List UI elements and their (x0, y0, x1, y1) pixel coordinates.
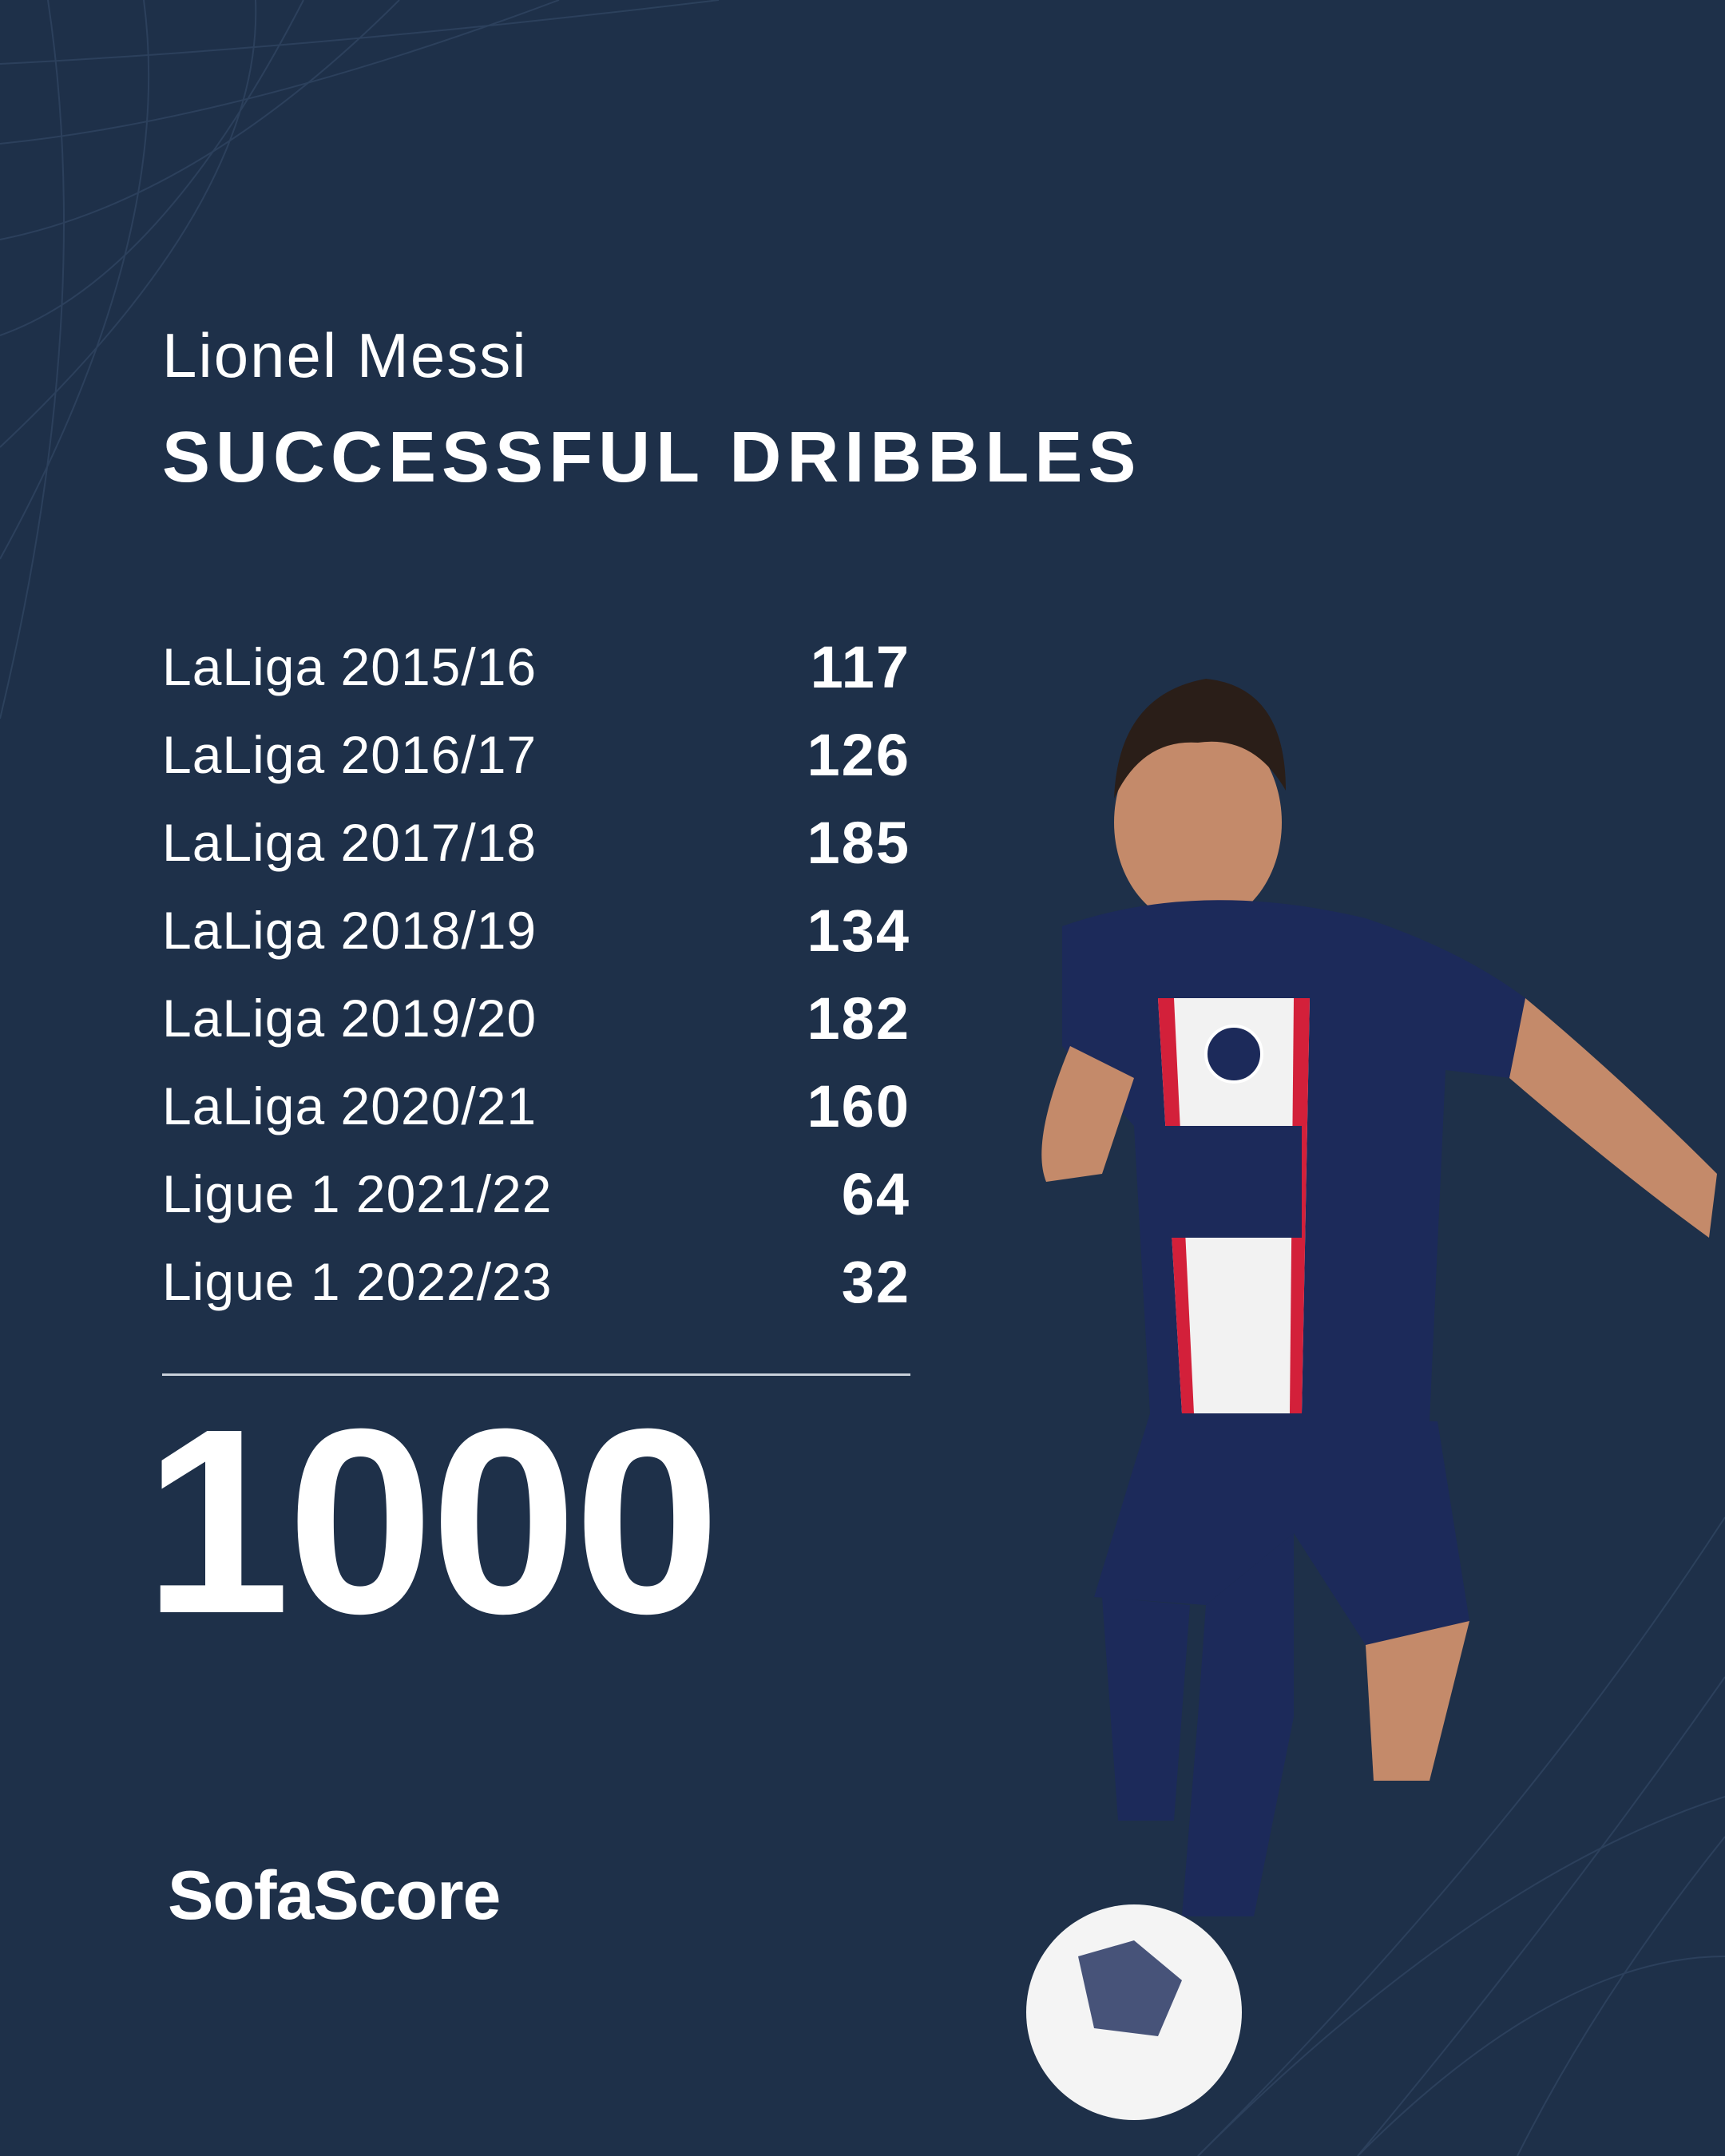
player-name: Lionel Messi (162, 320, 528, 390)
season-row: Ligue 1 2022/23 32 (162, 1238, 910, 1326)
season-row: LaLiga 2018/19 134 (162, 886, 910, 974)
season-value: 182 (807, 985, 910, 1052)
season-row: LaLiga 2020/21 160 (162, 1062, 910, 1150)
season-value: 32 (841, 1248, 910, 1315)
season-label: LaLiga 2017/18 (162, 813, 537, 872)
season-value: 134 (807, 897, 910, 964)
divider (162, 1373, 910, 1376)
season-value: 126 (807, 721, 910, 788)
season-label: Ligue 1 2021/22 (162, 1164, 553, 1223)
season-label: LaLiga 2020/21 (162, 1076, 537, 1135)
season-value: 185 (807, 809, 910, 876)
stat-title: SUCCESSFUL DRIBBLES (162, 418, 1142, 497)
season-row: LaLiga 2017/18 185 (162, 799, 910, 886)
sofascore-logo: SofaScore (168, 1857, 501, 1934)
season-label: Ligue 1 2022/23 (162, 1252, 553, 1311)
season-list: LaLiga 2015/16 117 LaLiga 2016/17 126 LaLi… (162, 623, 910, 1326)
season-label: LaLiga 2016/17 (162, 725, 537, 784)
total-value: 1000 (144, 1373, 720, 1668)
season-row: LaLiga 2016/17 126 (162, 711, 910, 799)
player-photo (1026, 679, 1717, 2120)
season-row: LaLiga 2019/20 182 (162, 974, 910, 1062)
season-label: LaLiga 2019/20 (162, 989, 537, 1048)
season-value: 64 (841, 1160, 910, 1227)
season-value: 117 (810, 633, 910, 700)
season-value: 160 (807, 1072, 910, 1139)
season-label: LaLiga 2018/19 (162, 901, 537, 960)
season-row: LaLiga 2015/16 117 (162, 623, 910, 711)
season-label: LaLiga 2015/16 (162, 637, 537, 696)
season-row: Ligue 1 2021/22 64 (162, 1150, 910, 1238)
